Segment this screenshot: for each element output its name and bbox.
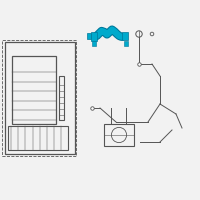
Bar — [122, 32, 128, 40]
Bar — [8, 126, 68, 150]
Bar — [12, 56, 56, 124]
Bar — [92, 41, 96, 46]
Bar — [87, 33, 91, 39]
Bar — [2, 40, 76, 156]
Bar — [5, 42, 75, 154]
Bar — [91, 32, 97, 41]
Bar — [104, 124, 134, 146]
Bar — [59, 76, 64, 120]
Bar — [124, 41, 128, 46]
